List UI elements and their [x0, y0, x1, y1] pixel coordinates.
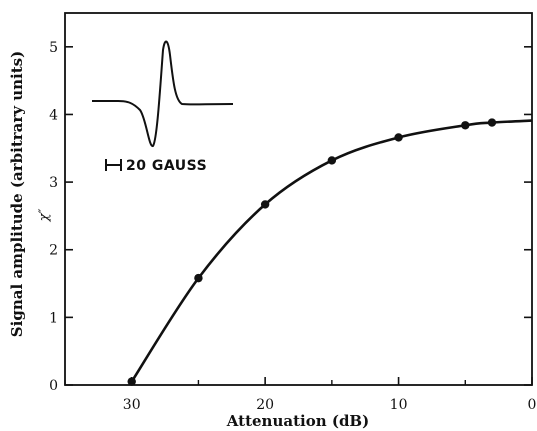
- y-tick-label: 5: [49, 40, 58, 56]
- y-axis-symbol: χ″: [37, 208, 52, 222]
- x-tick-label: 10: [390, 397, 408, 413]
- data-point: [260, 200, 270, 209]
- y-tick-label: 4: [49, 107, 58, 123]
- x-tick-label: 20: [256, 397, 274, 413]
- inset-derivative-trace: [92, 40, 234, 148]
- x-tick-label: 30: [123, 397, 141, 413]
- data-point: [487, 118, 497, 127]
- series-group: [127, 118, 533, 386]
- data-point: [461, 121, 470, 130]
- x-axis-label: Attenuation (dB): [226, 412, 369, 430]
- plot-frame: [64, 12, 533, 386]
- x-axis-ticks: 30 20 10 0: [64, 377, 537, 413]
- inset-scale-label: 20 GAUSS: [126, 158, 207, 174]
- y-tick-label: 3: [49, 175, 58, 191]
- data-point: [327, 156, 337, 165]
- data-point: [194, 273, 203, 283]
- x-tick-label: 0: [528, 397, 537, 413]
- y-tick-label: 2: [49, 243, 58, 259]
- y-axis-ticks: 0 1 2 3 4 5: [49, 40, 532, 394]
- data-point: [394, 133, 403, 142]
- y-tick-label: 0: [49, 378, 58, 394]
- y-tick-label: 1: [49, 310, 58, 326]
- inset-signal: 20 GAUSS: [92, 40, 234, 174]
- scale-bar-icon: [105, 159, 122, 171]
- y-axis-label: Signal amplitude (arbitrary units): [8, 51, 26, 337]
- plot-area-border: [64, 12, 533, 386]
- data-point: [127, 377, 136, 386]
